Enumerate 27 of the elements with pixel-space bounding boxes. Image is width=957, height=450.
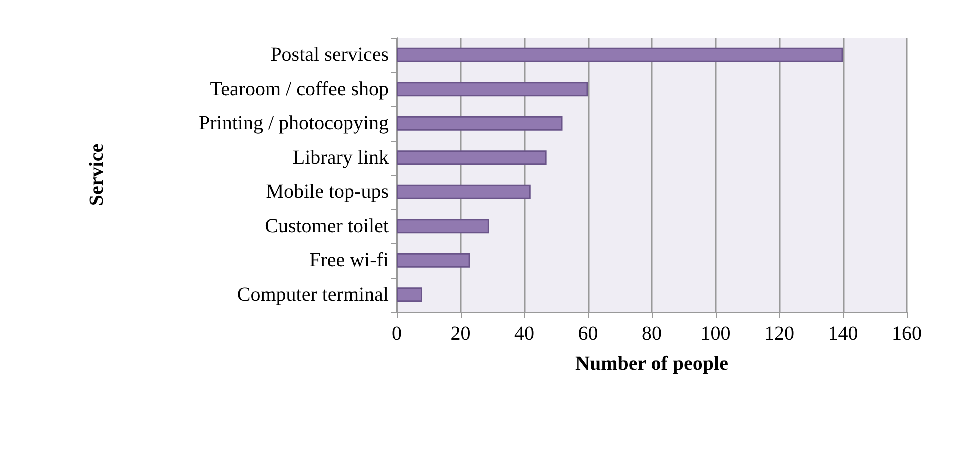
y-tick-label: Library link	[292, 146, 389, 169]
y-tick-label: Postal services	[270, 44, 390, 66]
y-tick-label: Computer terminal	[237, 284, 390, 306]
bar	[397, 219, 490, 234]
x-tick-label: 0	[392, 323, 402, 345]
x-tick-label: 120	[764, 323, 794, 345]
bar	[397, 82, 588, 97]
x-tick-label: 100	[700, 323, 731, 345]
bar	[397, 116, 563, 131]
y-tick-label: Customer toilet	[265, 215, 390, 238]
bar	[397, 253, 470, 268]
y-tick-label: Printing / photocopying	[199, 112, 389, 135]
x-axis-title: Number of people	[576, 353, 729, 375]
x-tick-label: 80	[642, 323, 662, 345]
x-tick-label: 20	[450, 323, 471, 345]
bar	[397, 150, 547, 166]
y-axis-title: Service	[86, 144, 108, 206]
x-tick-label: 40	[514, 323, 534, 345]
x-tick-label: 140	[828, 323, 858, 345]
y-tick-label: Mobile top-ups	[266, 181, 390, 204]
bar	[397, 48, 844, 62]
x-tick-label: 60	[578, 323, 598, 345]
bar	[397, 184, 531, 200]
y-tick-label: Free wi-fi	[310, 250, 390, 272]
bar	[397, 288, 422, 302]
x-tick-label: 160	[892, 323, 922, 345]
y-tick-label: Tearoom / coffee shop	[210, 78, 389, 100]
